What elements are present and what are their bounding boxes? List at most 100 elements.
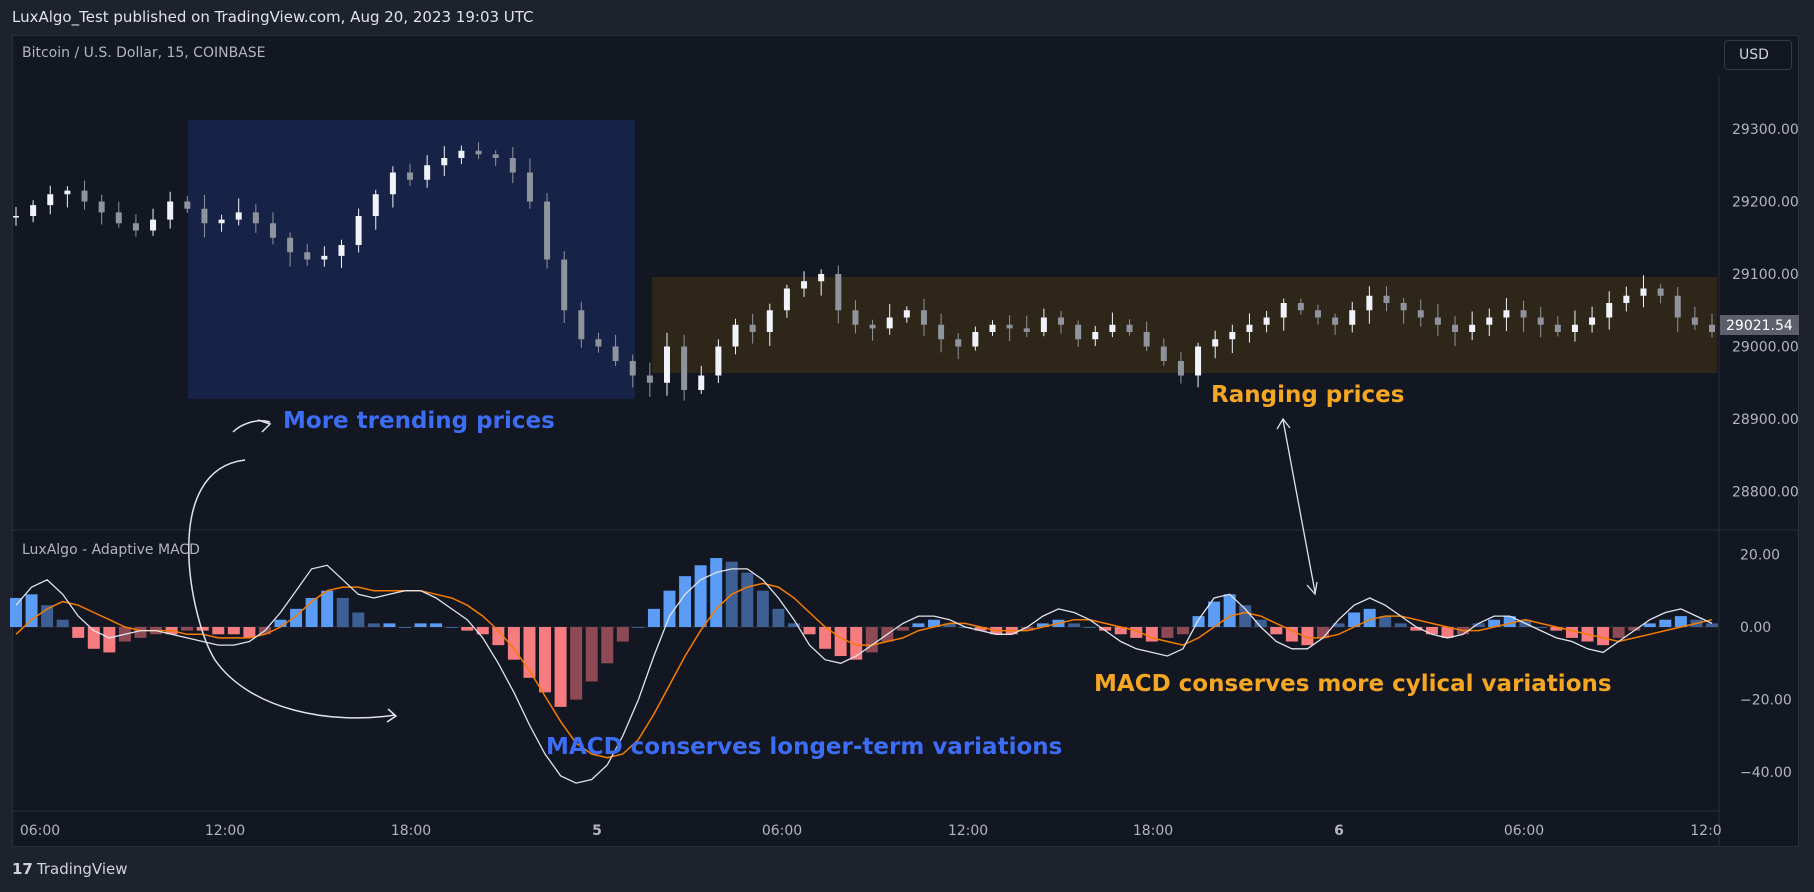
histogram-bar	[196, 627, 209, 631]
candle-body	[407, 172, 414, 180]
candle-body	[441, 158, 448, 166]
candle-body	[1263, 317, 1270, 325]
candle-body	[903, 310, 910, 318]
histogram-bar	[663, 590, 676, 627]
histogram-bar	[1503, 616, 1516, 627]
histogram-bar	[367, 623, 380, 627]
macd-pane-bg[interactable]	[13, 531, 1719, 811]
histogram-bar	[492, 627, 505, 646]
time-axis: 06:00 12:00 18:00 5 06:00 12:00 18:00 6 06:00 12:…	[20, 823, 1722, 839]
histogram-bar	[1348, 612, 1361, 627]
histogram-bar	[72, 627, 85, 638]
candle-body	[1349, 310, 1356, 325]
candle-body	[1589, 317, 1596, 325]
candle-body	[1640, 288, 1647, 296]
histogram-bar	[1301, 627, 1314, 646]
histogram-bar	[352, 612, 365, 627]
histogram-bar	[928, 619, 941, 627]
macd-tick-label: 20.00	[1740, 547, 1780, 563]
cyclical-label: MACD conserves more cylical variations	[1094, 671, 1612, 697]
candle-body	[869, 324, 876, 329]
candle-body	[1246, 324, 1253, 332]
candle-body	[920, 310, 927, 325]
candle-body	[1177, 361, 1184, 376]
price-tick-label: 28800.00	[1732, 485, 1799, 501]
candle-body	[1417, 310, 1424, 318]
curved-arrow	[188, 459, 396, 719]
candle-body	[1280, 303, 1287, 318]
candle-body	[372, 194, 379, 216]
candle-body	[1537, 317, 1544, 325]
candle-body	[235, 212, 242, 220]
candle-body	[783, 288, 790, 311]
histogram-bar	[1176, 627, 1189, 635]
histogram-bar	[1036, 623, 1049, 627]
arrowhead-up-icon	[1276, 417, 1291, 430]
candle-body	[424, 165, 431, 180]
histogram-bar	[1441, 627, 1454, 638]
histogram-bar	[1161, 627, 1174, 638]
candlestick-series	[13, 142, 1715, 401]
price-tick-label: 29100.00	[1732, 267, 1799, 283]
histogram-bar	[943, 623, 956, 627]
candle-body	[715, 346, 722, 376]
histogram-bar	[1099, 627, 1112, 631]
tradingview-logo-icon: 17	[12, 860, 33, 878]
candle-body	[30, 205, 37, 216]
candle-body	[304, 252, 311, 260]
histogram-bar	[710, 558, 723, 627]
candle-body	[1006, 324, 1013, 329]
candle-body	[1606, 303, 1613, 318]
publish-info: LuxAlgo_Test published on TradingView.co…	[12, 8, 534, 26]
footer-brand[interactable]: 17 TradingView	[12, 860, 128, 878]
candle-body	[201, 208, 208, 224]
candle-body	[475, 150, 482, 155]
histogram-bar	[1550, 627, 1563, 631]
candle-body	[1434, 317, 1441, 325]
histogram-bar	[1659, 619, 1672, 627]
candle-body	[167, 201, 174, 220]
histogram-bar	[1363, 608, 1376, 627]
histogram-bar	[243, 627, 256, 638]
histogram-bar	[787, 623, 800, 627]
candle-body	[989, 324, 996, 332]
candle-body	[955, 339, 962, 347]
candle-body	[578, 310, 585, 340]
histogram-bar	[1068, 623, 1081, 627]
macd-line	[15, 564, 1713, 784]
time-tick-label: 06:00	[1504, 823, 1544, 839]
histogram-bar	[1565, 627, 1578, 638]
histogram-bar	[1285, 627, 1298, 642]
symbol-title: Bitcoin / U.S. Dollar, 15, COINBASE	[22, 45, 266, 61]
histogram-bar	[445, 627, 458, 628]
candle-body	[1709, 324, 1715, 332]
price-tick-label: 28900.00	[1732, 412, 1799, 428]
candle-body	[1297, 303, 1304, 311]
candle-body	[972, 332, 979, 347]
time-tick-label: 12:0	[1690, 823, 1721, 839]
histogram-bar	[461, 627, 474, 631]
histogram-bar	[1208, 601, 1221, 627]
histogram-bar	[974, 627, 987, 631]
candle-body	[1520, 310, 1527, 318]
histogram-bar	[1317, 627, 1330, 638]
histogram-bar	[1254, 619, 1267, 627]
histogram-bar	[1083, 627, 1096, 628]
candle-body	[1469, 324, 1476, 332]
histogram-bar	[103, 627, 116, 653]
candle-body	[749, 324, 756, 332]
histogram-bar	[1706, 623, 1718, 627]
histogram-bar	[647, 608, 660, 627]
currency-button[interactable]: USD	[1724, 40, 1792, 70]
histogram-bar	[321, 590, 334, 627]
histogram-bar	[896, 627, 909, 631]
histogram-bar	[134, 627, 147, 638]
candle-body	[663, 346, 670, 383]
double-arrow	[1282, 419, 1316, 593]
histogram-bar	[834, 627, 847, 657]
last-price-tag	[1720, 315, 1799, 335]
candle-body	[595, 339, 602, 347]
ranging-label: Ranging prices	[1211, 382, 1404, 408]
histogram-bar	[1192, 616, 1205, 627]
